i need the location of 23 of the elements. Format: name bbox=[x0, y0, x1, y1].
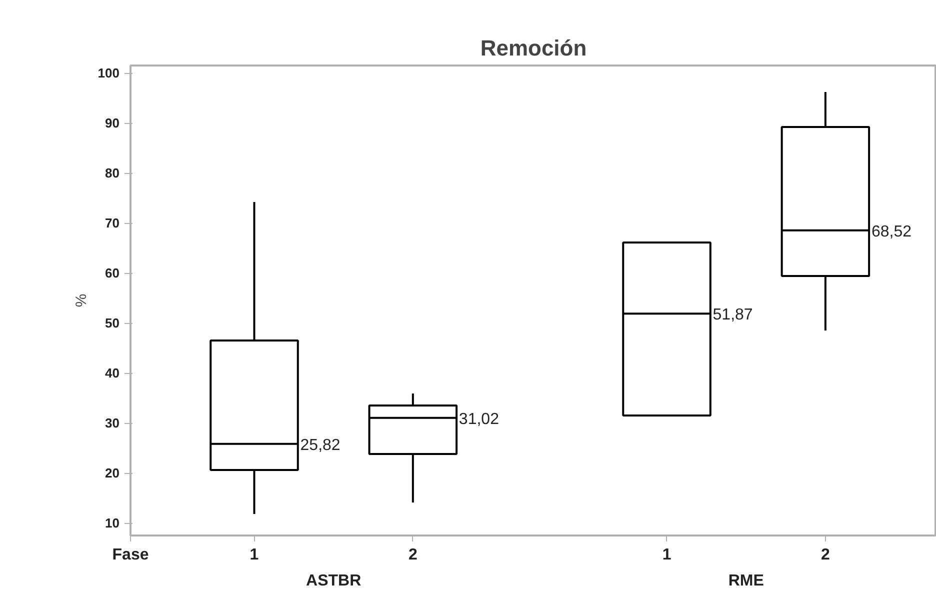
text: RME bbox=[728, 572, 764, 590]
y-tick-label: 70 bbox=[105, 216, 120, 230]
x-tick-label: 2 bbox=[820, 546, 830, 564]
text: 51,87 bbox=[712, 306, 753, 324]
text: ASTBR bbox=[306, 572, 362, 590]
x-tick-label: 1 bbox=[662, 546, 672, 564]
y-tick-label: 40 bbox=[105, 366, 120, 380]
x-tick-label: 1 bbox=[250, 546, 259, 564]
y-tick-label: 60 bbox=[105, 266, 120, 280]
y-tick-label: 100 bbox=[98, 66, 120, 80]
y-tick-label: 80 bbox=[105, 166, 120, 180]
x-tick-label: 2 bbox=[408, 546, 418, 564]
text: 68,52 bbox=[871, 223, 912, 240]
y-tick-label: 30 bbox=[105, 416, 120, 430]
text: 25,82 bbox=[300, 436, 340, 454]
x-axis-title: Fase bbox=[112, 546, 149, 564]
y-tick-label: 20 bbox=[105, 466, 120, 480]
y-axis-title: % bbox=[72, 294, 90, 308]
y-tick-label: 50 bbox=[105, 316, 120, 330]
chart-title: Remoción bbox=[480, 36, 587, 60]
y-tick-label: 10 bbox=[105, 516, 120, 530]
y-tick-label: 90 bbox=[105, 116, 120, 130]
text: 31,02 bbox=[458, 410, 499, 428]
